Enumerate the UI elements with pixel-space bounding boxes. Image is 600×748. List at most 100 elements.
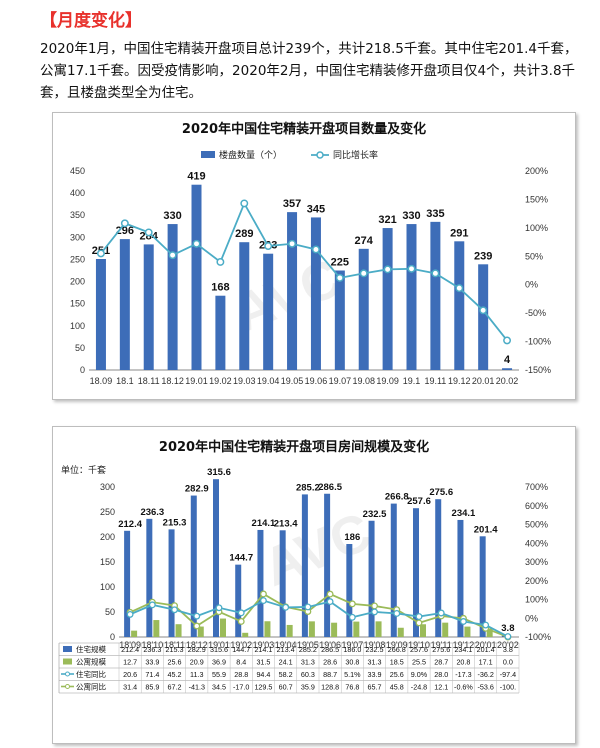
x-tick: 18'12 (186, 640, 208, 650)
y-right-tick: 150% (525, 194, 548, 204)
table-cell: 129.5 (254, 683, 272, 692)
table-cell: 60.3 (301, 670, 315, 679)
x-tick: 18'10 (141, 640, 163, 650)
legend-marker-line (316, 151, 324, 159)
table-cell: 60.7 (279, 683, 293, 692)
legend-swatch-bars (201, 151, 215, 158)
table-cell: 71.4 (145, 670, 159, 679)
bar-value-label: 213.4 (274, 518, 298, 529)
bar-residential (479, 536, 486, 637)
apartment-yoy-point (237, 617, 245, 625)
x-tick: 19.07 (329, 376, 352, 386)
table-cell: 31.3 (301, 658, 315, 667)
bar-residential (146, 518, 153, 637)
bar-apartment (464, 626, 471, 637)
y-left-tick: 300 (70, 232, 85, 242)
y-left-tick: 100 (100, 582, 115, 592)
bar-apartment (308, 621, 315, 637)
table-row-label: 公寓规模 (76, 657, 106, 667)
bar (502, 368, 513, 370)
residential-yoy-point (171, 606, 179, 614)
x-tick: 19'05 (297, 640, 319, 650)
bar (478, 264, 489, 370)
y-right-tick: 700% (525, 482, 548, 492)
bar-apartment (420, 624, 426, 637)
bar-apartment (197, 626, 204, 637)
x-tick: 19.12 (448, 376, 471, 386)
table-cell: -17.0 (233, 683, 249, 692)
x-tick: 19'03 (253, 640, 275, 650)
y-left-tick: 300 (100, 482, 115, 492)
table-cell: 275.6 (432, 645, 450, 654)
bar-value-label: 225 (331, 257, 349, 269)
y-left-tick: 200 (70, 277, 85, 287)
residential-yoy-point (237, 609, 245, 617)
y-left-tick: 0 (80, 365, 85, 375)
table-cell: 266.8 (388, 645, 406, 654)
bar (167, 224, 178, 370)
chart-title: 2020年中国住宅精装开盘项目数量及变化 (182, 121, 426, 137)
bar-residential (257, 529, 264, 637)
table-cell: 5.1% (344, 670, 361, 679)
bar-value-label: 315.6 (207, 467, 231, 478)
bar-value-label: 291 (450, 227, 468, 239)
residential-yoy-line (129, 599, 509, 638)
bar (430, 221, 441, 370)
legend-label-bars: 楼盘数量（个） (219, 149, 282, 161)
table-cell: -41.3 (189, 683, 205, 692)
table-cell: 28.6 (323, 658, 337, 667)
table-cell: 17.1 (479, 658, 493, 667)
bar-value-label: 214.1 (252, 518, 276, 529)
table-cell: 65.7 (368, 683, 382, 692)
table-cell: 76.8 (345, 683, 359, 692)
table-cell: 20.8 (456, 658, 470, 667)
x-tick: 20.02 (496, 376, 519, 386)
bar-value-label: 284 (140, 230, 159, 242)
x-tick: 19.01 (185, 376, 208, 386)
growth-point (503, 336, 512, 345)
x-tick: 18.1 (116, 376, 134, 386)
table-cell: 9.0% (411, 670, 428, 679)
table-cell: 3.8 (503, 645, 513, 654)
y-right-tick: 200% (525, 576, 548, 586)
bar-value-label: 201.4 (474, 524, 498, 535)
bar-value-label: 330 (402, 210, 420, 222)
bar-residential (413, 508, 419, 637)
growth-point (311, 245, 320, 254)
table-cell: 24.1 (279, 658, 293, 667)
x-tick: 19.05 (281, 376, 304, 386)
bar-value-label: 335 (426, 208, 444, 220)
growth-point (359, 269, 368, 278)
table-cell: 25.6 (168, 658, 182, 667)
y-left-tick: 0 (110, 632, 115, 642)
x-tick: 19'06 (319, 640, 341, 650)
table-cell: 20.9 (190, 658, 204, 667)
table-cell: 25.5 (412, 658, 426, 667)
table-cell: -36.2 (477, 670, 493, 679)
table-cell: 232.5 (366, 645, 384, 654)
x-tick: 19.04 (257, 376, 280, 386)
bar-apartment (331, 622, 338, 637)
bar-value-label: 345 (307, 203, 325, 215)
bar-value-label: 236.3 (140, 507, 164, 518)
table-cell: 45.8 (390, 683, 404, 692)
x-tick: 19.11 (424, 376, 446, 386)
x-tick: 19'08 (364, 640, 386, 650)
x-tick: 19'01 (208, 640, 230, 650)
x-tick: 19.08 (352, 376, 375, 386)
table-cell: 286.5 (321, 645, 339, 654)
y-left-tick: 150 (100, 557, 115, 567)
bar (95, 259, 106, 370)
table-cell: 234.1 (454, 645, 472, 654)
residential-yoy-point (371, 608, 379, 616)
table-cell: 31.3 (368, 658, 382, 667)
apartment-yoy-point (326, 590, 334, 598)
bar-apartment (286, 624, 293, 637)
table-cell: 11.3 (190, 670, 203, 679)
x-tick: 18'09 (119, 640, 141, 650)
table-cell: 85.9 (145, 683, 159, 692)
y-left-tick: 400 (70, 188, 85, 198)
bar-value-label: 257.6 (407, 496, 431, 507)
bar-value-label: 274 (355, 235, 374, 247)
table-cell: -97.4 (500, 670, 516, 679)
